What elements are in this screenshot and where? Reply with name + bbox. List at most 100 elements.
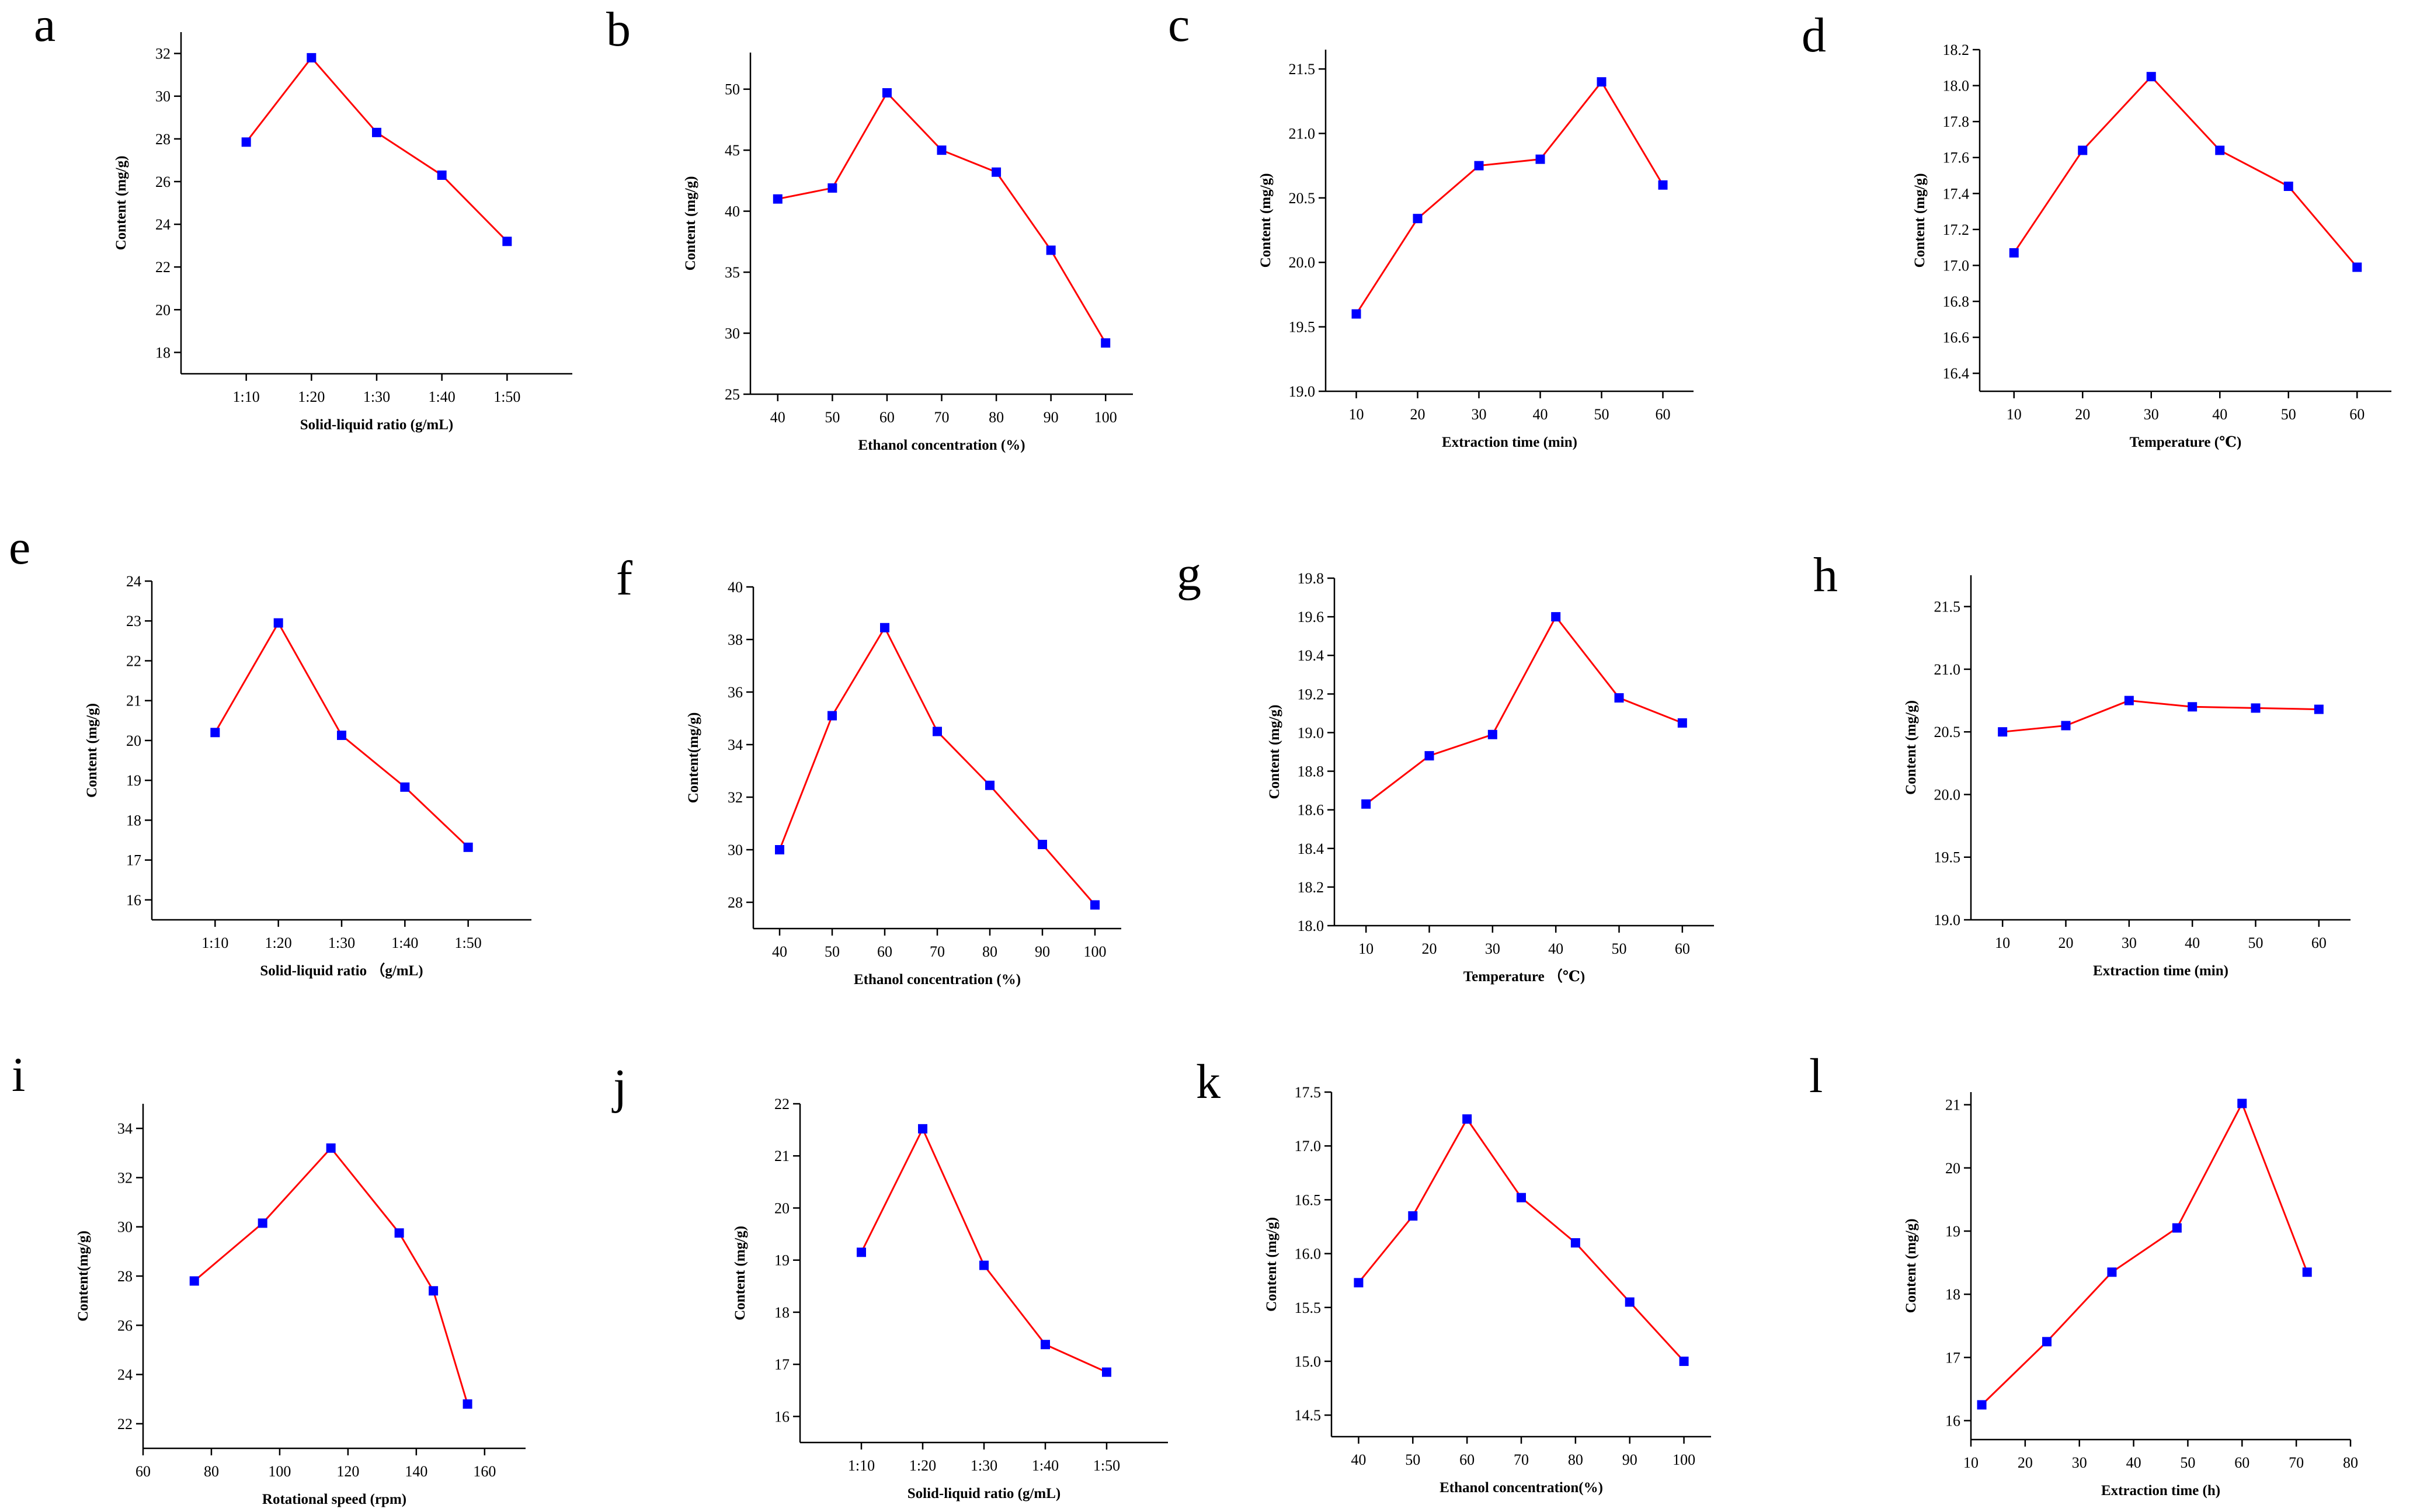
series-line [245, 56, 508, 242]
data-point [985, 780, 995, 790]
x-tick-label: 60 [1656, 406, 1671, 423]
x-tick-label: 80 [982, 943, 997, 960]
panel-letter: f [616, 551, 632, 606]
data-point [1413, 214, 1423, 224]
data-point [2215, 145, 2225, 155]
y-tick-label: 19.0 [1934, 912, 1961, 929]
data-point [2146, 72, 2156, 82]
y-axis-title: Content (mg/g) [1903, 700, 1919, 795]
x-axis-title: Solid-liquid ratio (g/mL) [300, 417, 454, 433]
x-tick-label: 60 [1459, 1451, 1475, 1468]
x-tick-label: 70 [934, 409, 950, 426]
y-tick-label: 21.5 [1934, 599, 1961, 616]
panel-letter: c [1168, 0, 1190, 52]
x-tick-label: 1:50 [455, 934, 482, 951]
y-tick-label: 15.0 [1295, 1353, 1322, 1370]
y-tick-label: 24 [117, 1367, 133, 1384]
x-tick-label: 40 [772, 943, 787, 960]
panel-i: i 22 24 26 28 30 32 34 60 80 100 120 140 160 Rotationa… [12, 1048, 526, 1507]
x-tick-label: 1:30 [328, 934, 355, 951]
x-tick-label: 1:20 [909, 1457, 936, 1474]
data-point [337, 731, 346, 741]
y-tick-label: 16.5 [1295, 1191, 1322, 1208]
x-tick-label: 40 [2212, 406, 2227, 423]
y-tick-label: 19.5 [1934, 849, 1961, 866]
panel-e: e 16 17 18 19 20 21 22 23 24 1:10 1:20 1:30 1:40 1:50 S… [9, 520, 531, 979]
y-tick-label: 22 [126, 652, 141, 669]
x-tick-label: 1:40 [391, 934, 418, 951]
data-point [189, 1276, 199, 1286]
data-point [1101, 338, 1111, 348]
y-tick-label: 17.0 [1943, 257, 1970, 274]
y-tick-label: 20.0 [1934, 786, 1961, 803]
y-tick-label: 18.2 [1943, 41, 1970, 58]
x-tick-label: 60 [2349, 406, 2365, 423]
series-line [2002, 700, 2319, 733]
y-tick-label: 30 [728, 842, 743, 858]
data-point [400, 782, 410, 792]
y-axis-title: Content (mg/g) [1912, 173, 1928, 268]
panel-letter: d [1802, 8, 1826, 62]
y-tick-label: 32 [155, 46, 171, 62]
y-tick-label: 24 [155, 216, 171, 233]
y-tick-label: 19.4 [1298, 647, 1324, 664]
data-point [2107, 1267, 2117, 1277]
data-point [827, 183, 837, 193]
series-line [1355, 80, 1664, 315]
y-tick-label: 19.0 [1298, 724, 1324, 741]
panel-letter: k [1196, 1055, 1221, 1109]
y-tick-label: 45 [725, 142, 740, 159]
y-tick-label: 21 [126, 693, 141, 710]
y-tick-label: 16.0 [1295, 1246, 1322, 1263]
x-tick-label: 30 [2144, 406, 2159, 423]
y-tick-label: 17 [126, 852, 141, 869]
y-tick-label: 30 [725, 325, 740, 342]
data-point [1977, 1400, 1987, 1410]
x-tick-label: 50 [2180, 1454, 2195, 1471]
y-tick-label: 17.8 [1943, 113, 1970, 130]
y-tick-label: 19.2 [1298, 686, 1324, 703]
x-tick-label: 10 [1963, 1454, 1979, 1471]
y-tick-label: 18 [126, 812, 141, 829]
x-tick-label: 30 [1472, 406, 1487, 423]
y-axis-title: Content (mg/g) [732, 1226, 748, 1320]
data-point [1614, 693, 1624, 703]
y-tick-label: 23 [126, 613, 141, 630]
x-tick-label: 20 [2075, 406, 2090, 423]
x-axis-title: Extraction time (h) [2101, 1483, 2220, 1499]
x-tick-label: 90 [1035, 943, 1050, 960]
x-axis-title: Temperature (℃) [2130, 435, 2242, 450]
x-tick-label: 40 [1533, 406, 1548, 423]
y-tick-label: 16 [1945, 1413, 1960, 1430]
y-tick-label: 34 [117, 1120, 133, 1137]
x-tick-label: 70 [2289, 1454, 2304, 1471]
data-point [1487, 729, 1497, 739]
y-tick-label: 17.5 [1295, 1084, 1322, 1101]
data-point [1046, 245, 1056, 255]
data-point [1551, 612, 1561, 622]
panel-letter: b [606, 2, 631, 57]
x-tick-label: 1:50 [493, 388, 520, 405]
x-tick-label: 1:10 [201, 934, 228, 951]
x-tick-label: 30 [1485, 940, 1500, 957]
x-tick-label: 40 [770, 409, 785, 426]
data-point [1677, 718, 1687, 728]
y-tick-label: 19.8 [1298, 570, 1324, 587]
panel-letter: i [12, 1048, 25, 1102]
series-line [2013, 75, 2358, 268]
data-point [463, 842, 473, 852]
panel-letter: j [611, 1059, 627, 1114]
y-tick-label: 19 [1945, 1223, 1960, 1240]
x-tick-label: 120 [336, 1463, 359, 1480]
y-tick-label: 18 [774, 1304, 790, 1321]
y-tick-label: 34 [728, 736, 743, 753]
y-tick-label: 19.6 [1298, 609, 1324, 625]
x-tick-label: 10 [2007, 406, 2022, 423]
x-tick-label: 1:30 [971, 1457, 997, 1474]
x-tick-label: 60 [1675, 940, 1690, 957]
panel-letter: l [1809, 1049, 1823, 1103]
series-line [1981, 1101, 2308, 1406]
x-tick-label: 20 [2059, 934, 2074, 951]
panel-k: k 14.5 15.0 15.5 16.0 16.5 17.0 17.5 40 50 60 70 80 9… [1196, 1055, 1711, 1496]
data-point [2314, 704, 2324, 714]
